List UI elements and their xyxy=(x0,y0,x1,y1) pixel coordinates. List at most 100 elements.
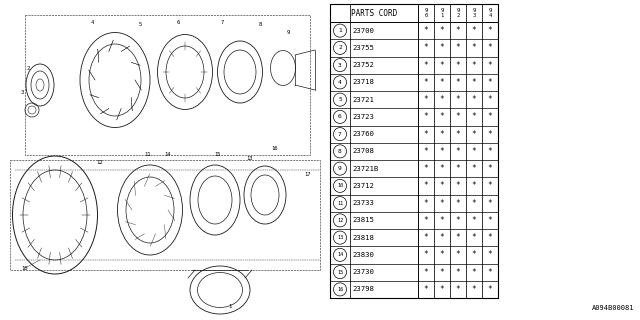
Text: *: * xyxy=(456,78,460,87)
Text: *: * xyxy=(456,95,460,104)
Text: *: * xyxy=(472,164,476,173)
Text: *: * xyxy=(488,233,492,242)
Text: *: * xyxy=(488,26,492,35)
Text: 5: 5 xyxy=(138,22,141,28)
Text: *: * xyxy=(440,147,444,156)
Text: 9: 9 xyxy=(338,166,342,171)
Text: 7: 7 xyxy=(220,20,223,25)
Text: *: * xyxy=(488,199,492,208)
Text: 9
2: 9 2 xyxy=(456,8,460,18)
Text: *: * xyxy=(424,60,428,70)
Text: 12: 12 xyxy=(97,159,103,164)
Text: *: * xyxy=(488,181,492,190)
Text: *: * xyxy=(472,268,476,276)
Text: *: * xyxy=(472,95,476,104)
Text: *: * xyxy=(456,44,460,52)
Text: 8: 8 xyxy=(338,149,342,154)
Text: PARTS CORD: PARTS CORD xyxy=(351,9,397,18)
Text: 23700: 23700 xyxy=(352,28,374,34)
Text: *: * xyxy=(440,95,444,104)
Text: *: * xyxy=(456,164,460,173)
Text: *: * xyxy=(456,60,460,70)
Text: *: * xyxy=(456,181,460,190)
Text: 15: 15 xyxy=(215,153,221,157)
Text: *: * xyxy=(472,181,476,190)
Text: *: * xyxy=(472,199,476,208)
Text: A094B00081: A094B00081 xyxy=(591,305,634,311)
Text: 10: 10 xyxy=(22,266,28,270)
Text: 10: 10 xyxy=(337,183,343,188)
Text: *: * xyxy=(440,112,444,121)
Text: *: * xyxy=(424,268,428,276)
Text: *: * xyxy=(472,112,476,121)
Text: 3: 3 xyxy=(338,63,342,68)
Text: 8: 8 xyxy=(259,22,262,28)
Text: *: * xyxy=(424,44,428,52)
Text: *: * xyxy=(456,285,460,294)
Text: *: * xyxy=(424,216,428,225)
Text: 23760: 23760 xyxy=(352,131,374,137)
Text: 11: 11 xyxy=(145,153,151,157)
Text: *: * xyxy=(440,60,444,70)
Text: 15: 15 xyxy=(337,270,343,275)
Text: 23815: 23815 xyxy=(352,217,374,223)
Text: 23721: 23721 xyxy=(352,97,374,103)
Text: *: * xyxy=(424,164,428,173)
Text: *: * xyxy=(424,78,428,87)
Text: 6: 6 xyxy=(177,20,180,25)
Text: *: * xyxy=(424,147,428,156)
Text: 13: 13 xyxy=(247,156,253,161)
Text: *: * xyxy=(424,95,428,104)
Text: *: * xyxy=(424,250,428,260)
Text: *: * xyxy=(488,216,492,225)
Text: *: * xyxy=(440,268,444,276)
Text: *: * xyxy=(424,285,428,294)
Text: *: * xyxy=(456,268,460,276)
Text: 23752: 23752 xyxy=(352,62,374,68)
Text: 23798: 23798 xyxy=(352,286,374,292)
Text: *: * xyxy=(472,216,476,225)
Text: 4: 4 xyxy=(338,80,342,85)
Text: 23733: 23733 xyxy=(352,200,374,206)
Text: 23830: 23830 xyxy=(352,252,374,258)
Text: 23730: 23730 xyxy=(352,269,374,275)
Text: *: * xyxy=(456,130,460,139)
Text: *: * xyxy=(440,26,444,35)
Text: 12: 12 xyxy=(337,218,343,223)
Text: 17: 17 xyxy=(305,172,311,178)
Text: 16: 16 xyxy=(337,287,343,292)
Text: *: * xyxy=(440,199,444,208)
Text: *: * xyxy=(424,130,428,139)
Text: 9
0: 9 0 xyxy=(424,8,428,18)
Text: *: * xyxy=(424,181,428,190)
Text: *: * xyxy=(440,216,444,225)
Text: *: * xyxy=(488,285,492,294)
Text: *: * xyxy=(488,112,492,121)
Text: 23708: 23708 xyxy=(352,148,374,154)
Text: *: * xyxy=(440,233,444,242)
Text: *: * xyxy=(424,26,428,35)
Text: 6: 6 xyxy=(338,114,342,119)
Text: 14: 14 xyxy=(164,153,172,157)
Text: *: * xyxy=(472,44,476,52)
Text: 3: 3 xyxy=(20,90,24,94)
Text: 7: 7 xyxy=(338,132,342,137)
Text: *: * xyxy=(456,233,460,242)
Text: 13: 13 xyxy=(337,235,343,240)
Text: *: * xyxy=(488,130,492,139)
Text: 23718: 23718 xyxy=(352,79,374,85)
Text: *: * xyxy=(488,250,492,260)
Text: *: * xyxy=(456,250,460,260)
Text: *: * xyxy=(456,199,460,208)
Text: 2: 2 xyxy=(26,66,29,70)
Text: 23818: 23818 xyxy=(352,235,374,241)
Text: 23755: 23755 xyxy=(352,45,374,51)
Text: *: * xyxy=(472,250,476,260)
Text: *: * xyxy=(488,95,492,104)
Text: *: * xyxy=(440,130,444,139)
Text: 23723: 23723 xyxy=(352,114,374,120)
Text: *: * xyxy=(488,60,492,70)
Text: 5: 5 xyxy=(338,97,342,102)
Text: *: * xyxy=(488,164,492,173)
Text: 9: 9 xyxy=(286,29,290,35)
